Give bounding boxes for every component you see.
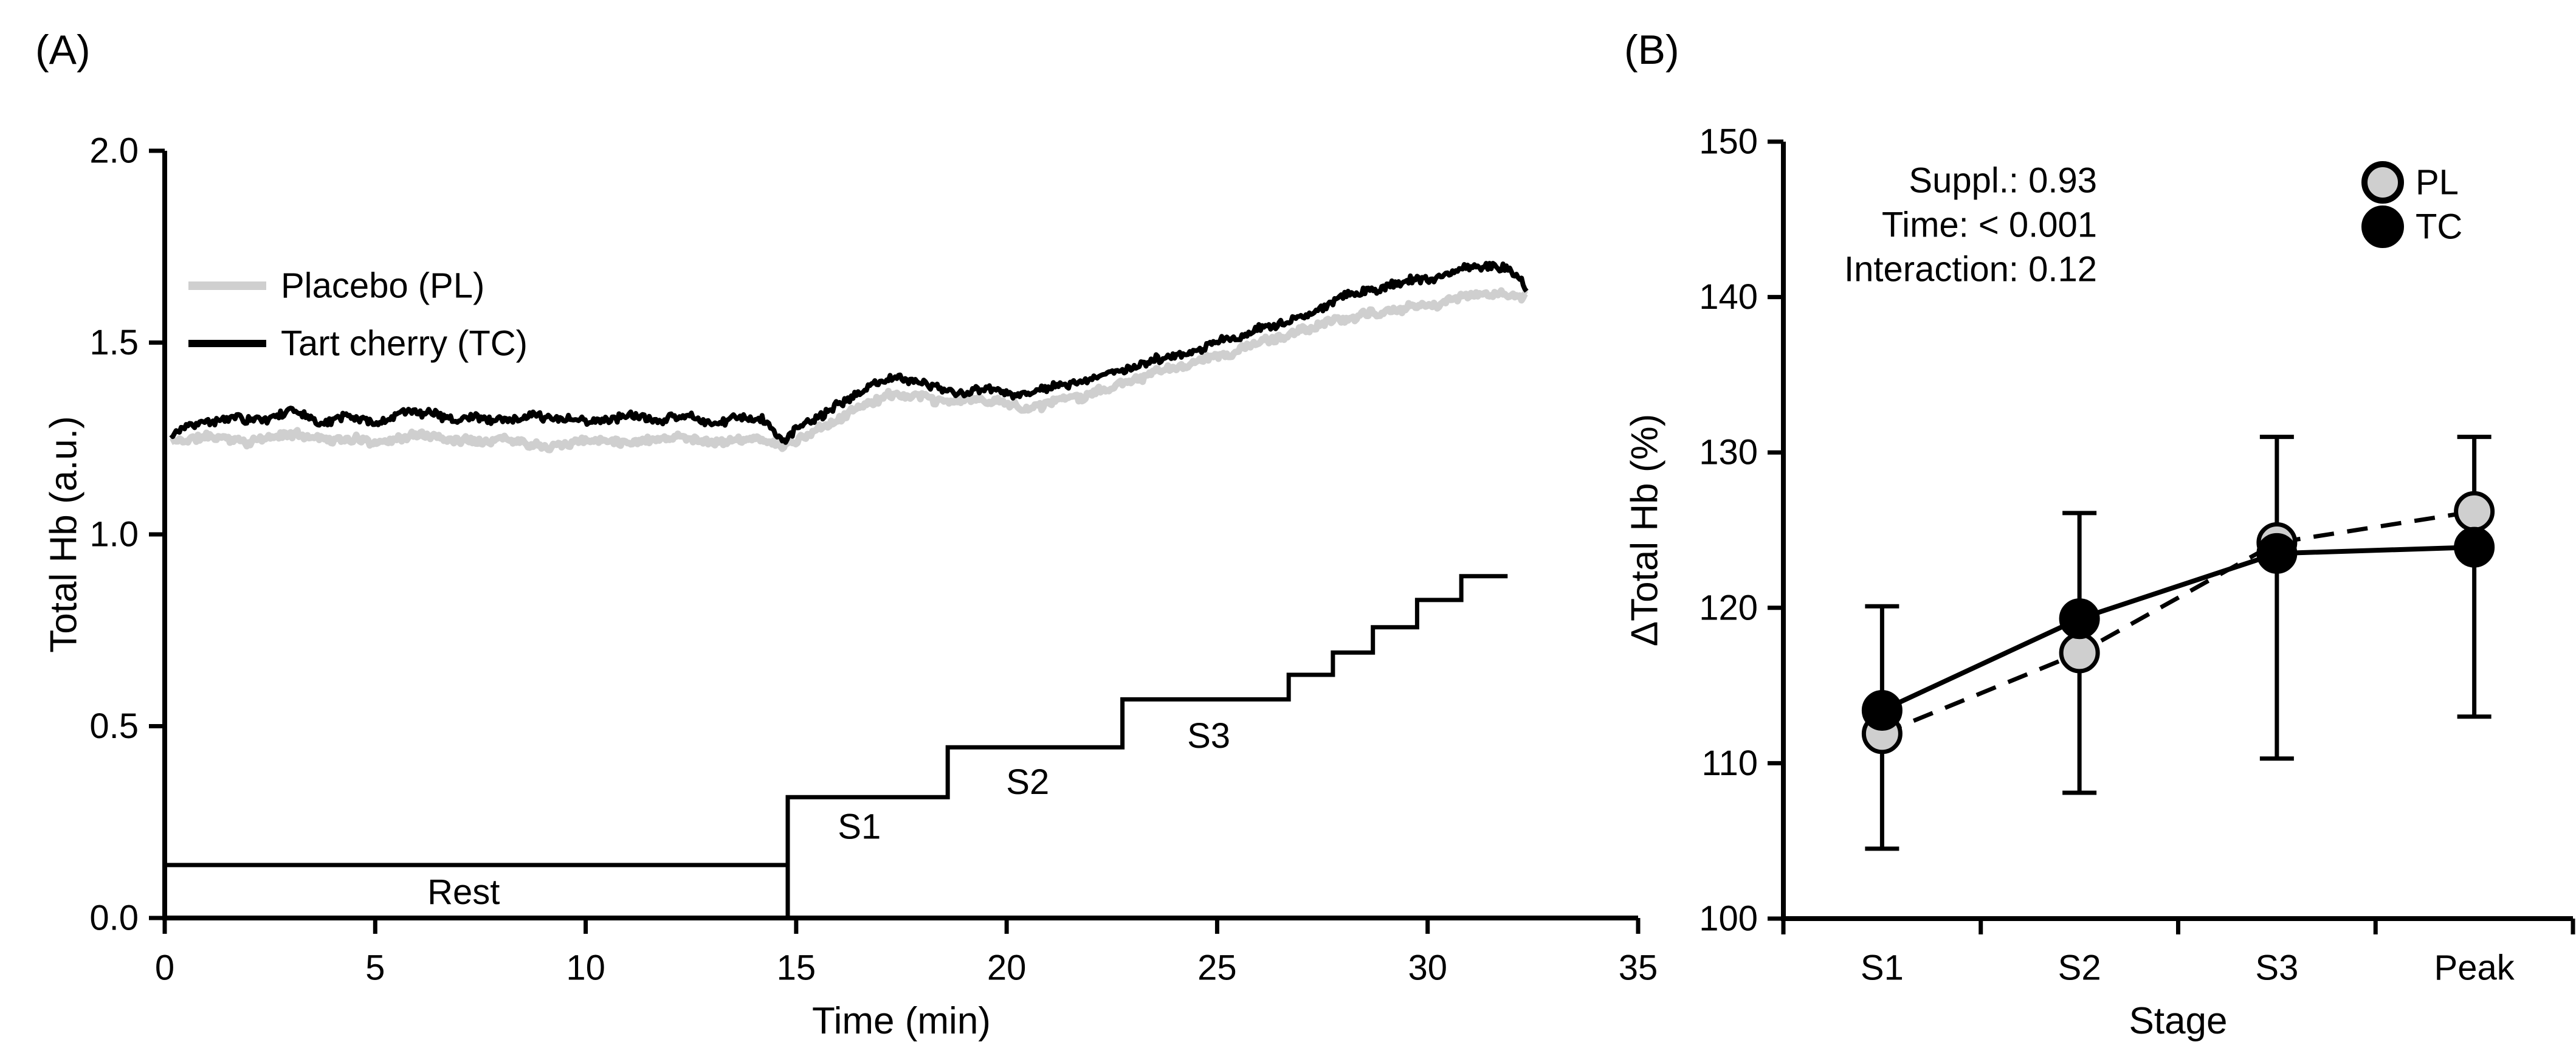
panel-a-y-tick-label: 1.5 xyxy=(89,323,139,362)
panel-a-x-tick-label: 0 xyxy=(155,948,174,988)
legend-b-marker-pl xyxy=(2361,161,2404,204)
stage-label-s3: S3 xyxy=(1187,716,1230,756)
panel-a-y-tick-label: 0.5 xyxy=(89,706,139,746)
panel-b-y-tick-label: 120 xyxy=(1699,588,1758,627)
panel-a-y-tick-label: 2.0 xyxy=(89,131,139,171)
anova-annotation: Time: < 0.001 xyxy=(1882,205,2097,245)
marker-tc xyxy=(1861,689,1903,731)
stage-label-s1: S1 xyxy=(838,807,881,846)
legend-b-label: PL xyxy=(2416,163,2459,202)
anova-annotation: Suppl.: 0.93 xyxy=(1909,161,2097,201)
trace-tart-cherry xyxy=(169,261,1529,445)
legend-b-marker-tc xyxy=(2361,205,2404,248)
protocol-step-line xyxy=(165,574,1508,918)
panel-a-letter: (A) xyxy=(35,27,91,73)
marker-tc xyxy=(2256,533,2298,574)
panel-a-x-axis-title: Time (min) xyxy=(812,1000,991,1042)
panel-a-x-tick-label: 35 xyxy=(1619,948,1658,988)
panel-b: (B) 100 110 120 130 140 150 S1 S2 S3 Peak Stage ΔTot… xyxy=(1624,27,2575,1042)
series-line-pl xyxy=(1881,509,2475,736)
panel-b-category-label: S3 xyxy=(2255,948,2298,988)
panel-b-category-label: S2 xyxy=(2058,948,2101,988)
panel-b-letter: (B) xyxy=(1624,27,1679,73)
stage-label-rest: Rest xyxy=(427,872,500,912)
marker-pl xyxy=(2059,632,2100,674)
panel-a-x-tick-label: 25 xyxy=(1197,948,1237,988)
panel-a-x-tick-label: 30 xyxy=(1408,948,1447,988)
anova-annotation: Interaction: 0.12 xyxy=(1844,250,2097,289)
series-line-tc xyxy=(1881,545,2474,713)
panel-b-x-axis-title: Stage xyxy=(2129,1000,2227,1042)
panel-b-y-axis-title: ΔTotal Hb (%) xyxy=(1624,414,1666,647)
panel-b-y-tick-label: 140 xyxy=(1699,277,1758,317)
panel-b-y-tick-label: 130 xyxy=(1699,433,1758,472)
trace-placebo xyxy=(169,287,1529,454)
legend-b-label: TC xyxy=(2416,207,2462,247)
marker-pl xyxy=(2454,491,2495,532)
panel-a-y-axis-title: Total Hb (a.u.) xyxy=(43,416,85,652)
panel-a-x-tick-label: 20 xyxy=(987,948,1027,988)
panel-a-x-tick-label: 10 xyxy=(566,948,605,988)
stage-label-s2: S2 xyxy=(1006,762,1049,802)
panel-b-y-tick-label: 100 xyxy=(1699,899,1758,939)
panel-b-category-label: Peak xyxy=(2434,948,2515,988)
panel-b-category-label: S1 xyxy=(1861,948,1904,988)
panel-a-y-tick-label: 0.0 xyxy=(89,899,139,938)
panel-a-y-tick-label: 1.0 xyxy=(89,515,139,554)
panel-b-y-tick-label: 110 xyxy=(1702,744,1758,783)
panel-a-x-tick-label: 5 xyxy=(365,948,385,988)
legend-a-label: Placebo (PL) xyxy=(281,266,484,306)
panel-b-y-tick-label: 150 xyxy=(1699,122,1758,162)
panel-a-x-tick-label: 15 xyxy=(777,948,816,988)
marker-tc xyxy=(2059,598,2100,640)
legend-a-label: Tart cherry (TC) xyxy=(281,324,528,364)
panel-a: (A) 0.0 0.5 1.0 1.5 2.0 0 5 10 15 20 25 30 35 Time (mi… xyxy=(35,27,1658,1042)
marker-tc xyxy=(2454,526,2495,568)
